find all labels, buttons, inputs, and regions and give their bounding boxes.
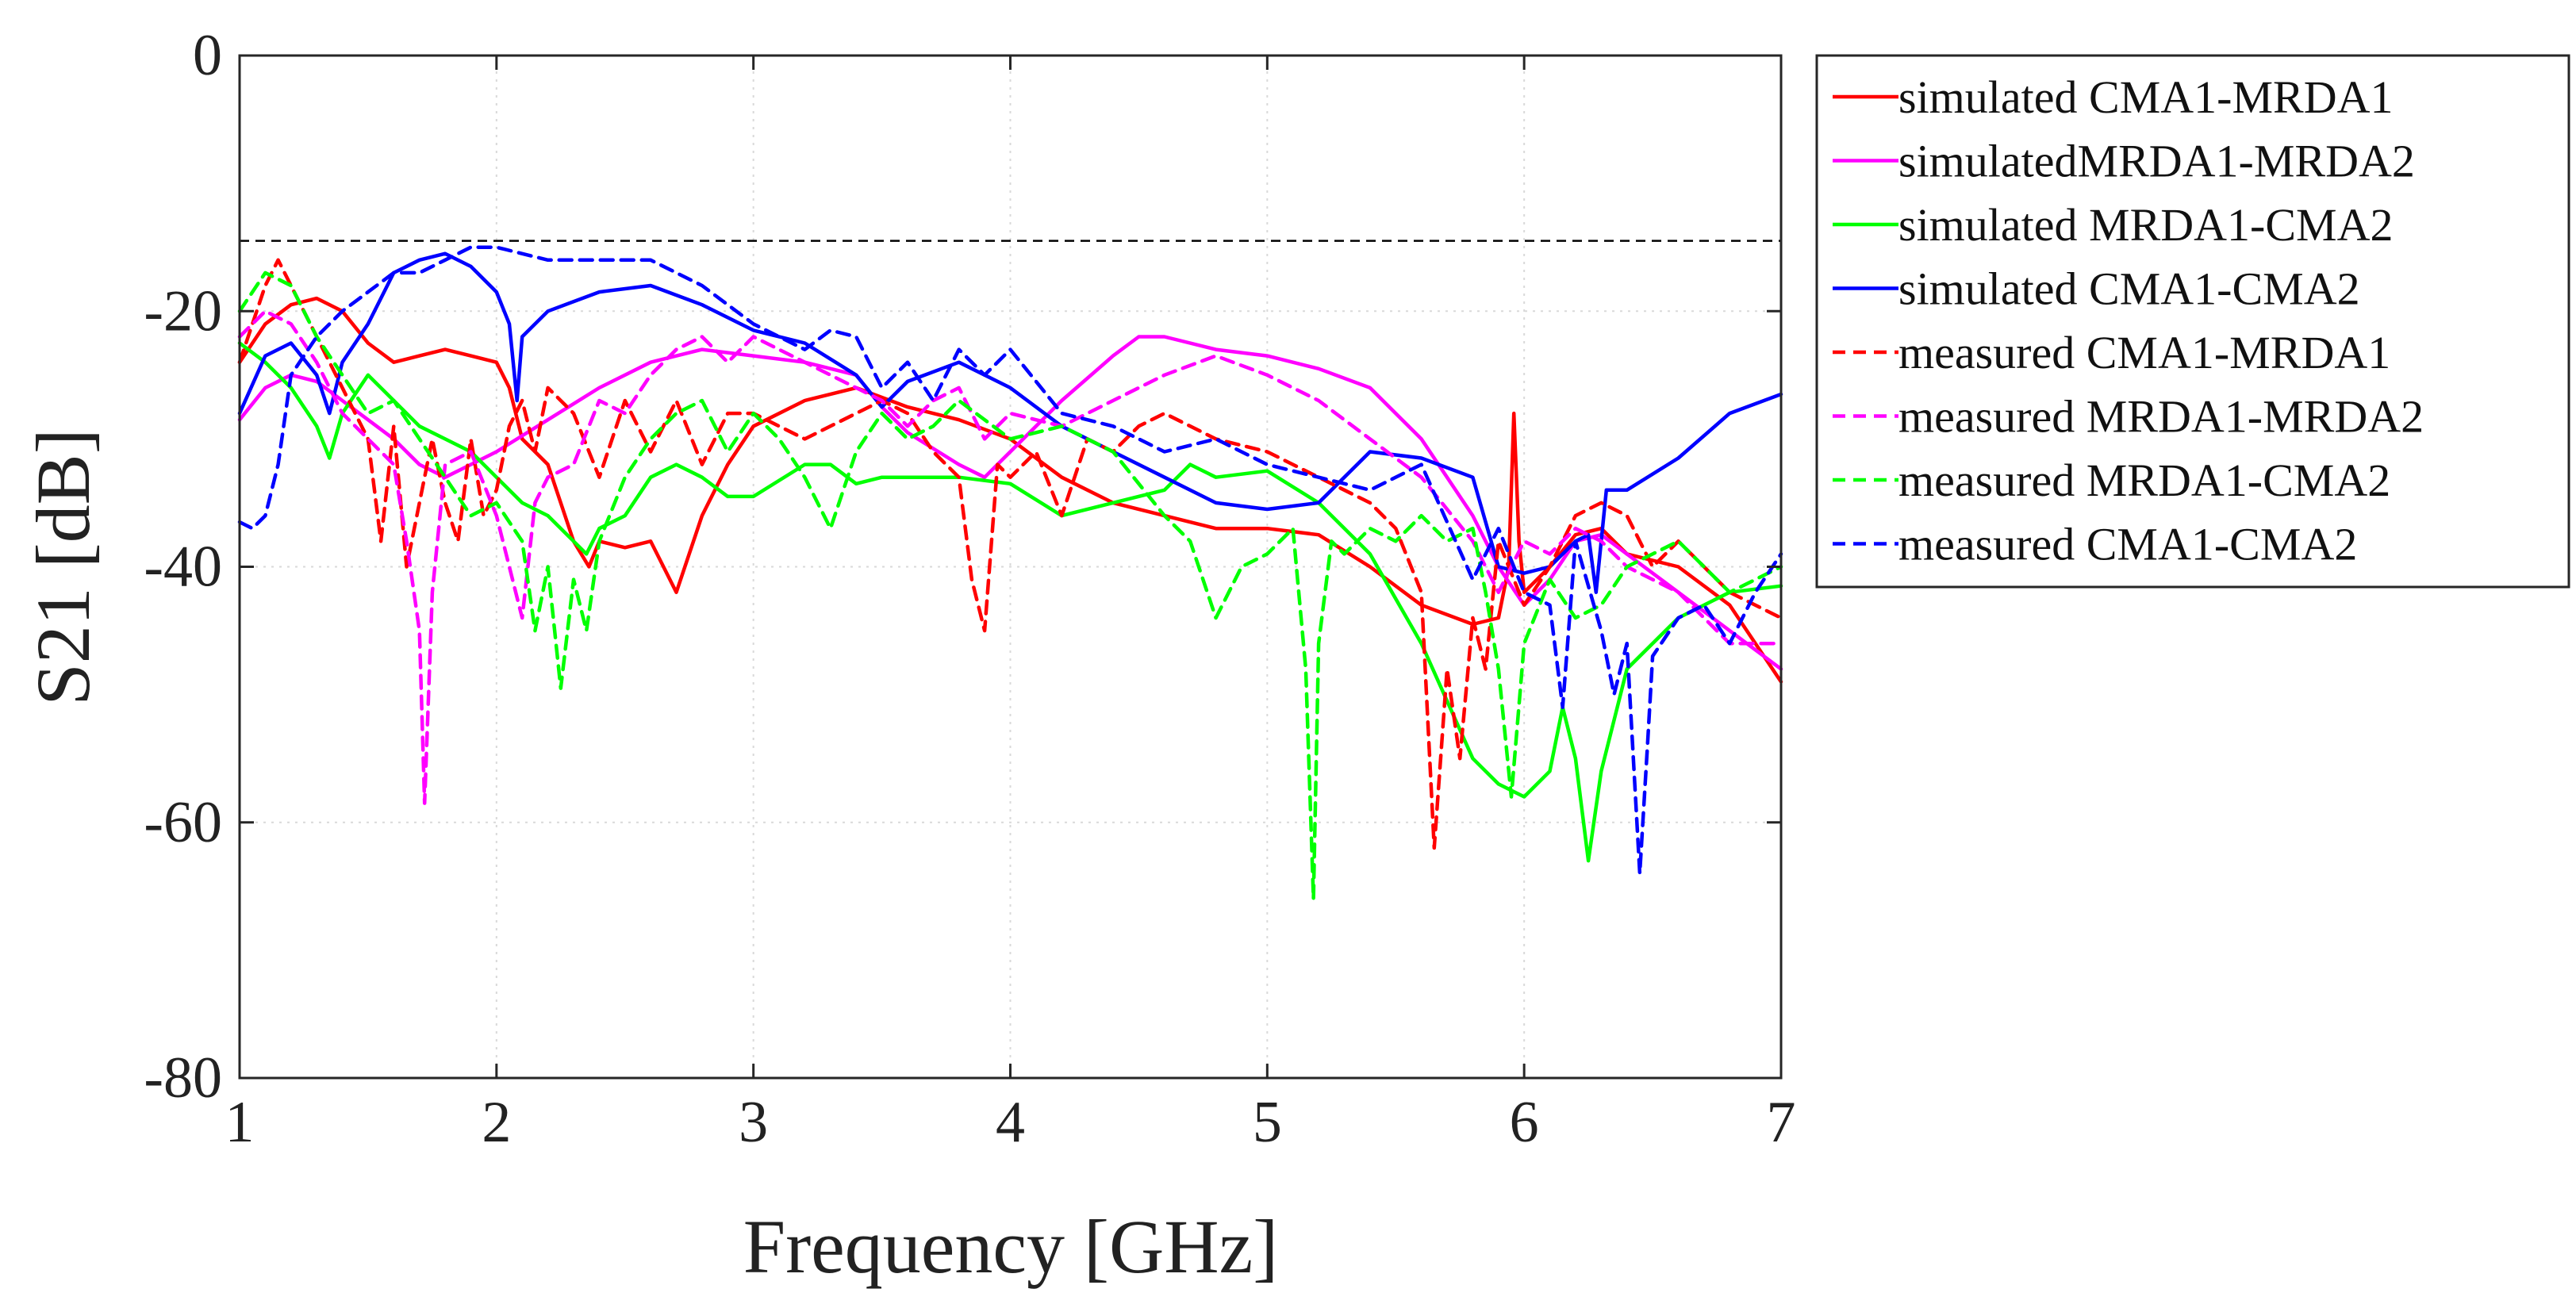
x-tick-label: 5 — [1253, 1090, 1282, 1155]
x-tick-label: 4 — [996, 1090, 1025, 1155]
legend-box — [1815, 54, 2570, 589]
axis-ticks: 1 2 3 4 5 6 7 -80 -60 -40 -20 0 — [144, 23, 1795, 1155]
grid — [240, 56, 1781, 1078]
y-tick-label: 0 — [193, 23, 222, 88]
legend-label-3: simulated MRDA1-CMA2 — [1898, 199, 2394, 251]
series-line-7 — [237, 270, 1783, 901]
legend-label-1: simulated CMA1-MRDA1 — [1898, 71, 2394, 123]
legend-label-5: measured CMA1-MRDA1 — [1898, 327, 2390, 378]
series-line-5 — [237, 258, 1783, 850]
series-line-3 — [237, 341, 1783, 863]
series-line-4 — [237, 251, 1783, 594]
series-line-8 — [237, 245, 1783, 876]
x-tick-label: 6 — [1510, 1090, 1539, 1155]
y-tick-label: -40 — [144, 535, 222, 600]
x-tick-label: 2 — [482, 1090, 511, 1155]
legend-label-8: measured CMA1-CMA2 — [1898, 519, 2357, 570]
y-tick-label: -20 — [144, 278, 222, 343]
y-tick-label: -80 — [144, 1045, 222, 1111]
series-line-6 — [237, 309, 1783, 805]
x-tick-label: 3 — [739, 1090, 768, 1155]
legend-label-7: measured MRDA1-CMA2 — [1898, 455, 2390, 506]
legend-label-2: simulatedMRDA1-MRDA2 — [1898, 136, 2415, 187]
x-axis-label: Frequency [GHz] — [743, 1204, 1278, 1289]
series-group — [237, 245, 1783, 901]
y-tick-label: -60 — [144, 790, 222, 855]
x-tick-label: 1 — [225, 1090, 255, 1155]
y-axis-label: S21 [dB] — [21, 428, 106, 705]
legend-label-6: measured MRDA1-MRDA2 — [1898, 391, 2424, 443]
x-tick-label: 7 — [1767, 1090, 1796, 1155]
legend: simulated CMA1-MRDA1 simulatedMRDA1-MRDA2… — [1815, 54, 2570, 589]
legend-label-4: simulated CMA1-CMA2 — [1898, 263, 2360, 315]
